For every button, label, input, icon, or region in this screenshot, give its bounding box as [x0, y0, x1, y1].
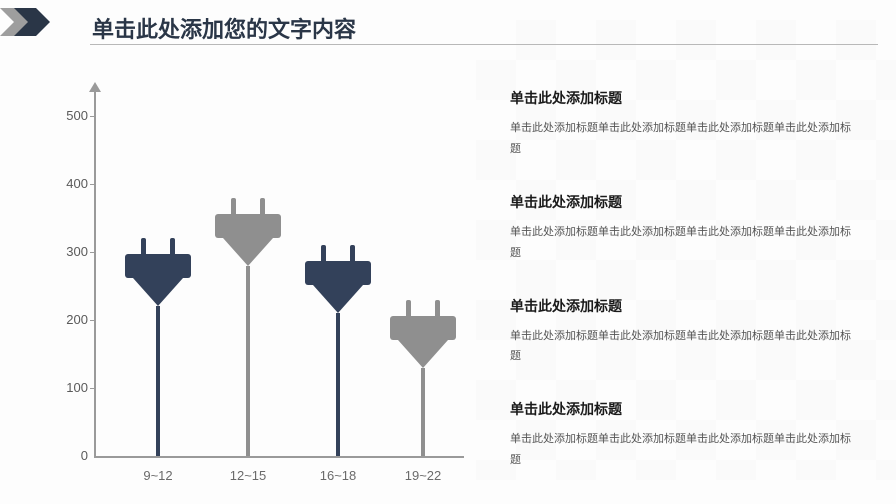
x-tick-label: 16~18 [320, 468, 357, 483]
section-body: 单击此处添加标题单击此处添加标题单击此处添加标题单击此处添加标题 [510, 429, 860, 471]
section-title: 单击此处添加标题 [510, 296, 860, 316]
y-tick-mark [90, 116, 96, 117]
plug-cord [156, 306, 160, 456]
x-axis [94, 456, 464, 458]
y-tick-label: 500 [48, 108, 88, 123]
plug-prong [435, 300, 440, 316]
x-tick-label: 19~22 [405, 468, 442, 483]
y-tick-mark [90, 388, 96, 389]
y-tick-label: 0 [48, 448, 88, 463]
x-tick-label: 9~12 [143, 468, 172, 483]
plug-prong [141, 238, 146, 254]
y-tick-label: 200 [48, 312, 88, 327]
text-sections: 单击此处添加标题单击此处添加标题单击此处添加标题单击此处添加标题单击此处添加标题… [510, 88, 860, 503]
section-title: 单击此处添加标题 [510, 399, 860, 419]
section-title: 单击此处添加标题 [510, 88, 860, 108]
section-body: 单击此处添加标题单击此处添加标题单击此处添加标题单击此处添加标题 [510, 222, 860, 264]
slide-header: 单击此处添加您的文字内容 [0, 0, 896, 48]
plug-bar-chart: 0 100 200 300 400 500 9~12 12~15 16~18 19~22 [48, 88, 468, 488]
slide-title: 单击此处添加您的文字内容 [92, 12, 356, 44]
text-block: 单击此处添加标题单击此处添加标题单击此处添加标题单击此处添加标题单击此处添加标题 [510, 296, 860, 368]
y-tick-label: 300 [48, 244, 88, 259]
plug-prong [170, 238, 175, 254]
plug-cord [421, 368, 425, 456]
plug-prong [321, 245, 326, 261]
y-tick-mark [90, 320, 96, 321]
y-tick-mark [90, 184, 96, 185]
plug-bar [305, 261, 371, 456]
header-arrow-icon [0, 6, 68, 43]
text-block: 单击此处添加标题单击此处添加标题单击此处添加标题单击此处添加标题单击此处添加标题 [510, 88, 860, 160]
y-tick-label: 400 [48, 176, 88, 191]
plug-cord [336, 313, 340, 456]
plug-bar [125, 254, 191, 456]
text-block: 单击此处添加标题单击此处添加标题单击此处添加标题单击此处添加标题单击此处添加标题 [510, 399, 860, 471]
plug-prong [350, 245, 355, 261]
plug-prong [231, 198, 236, 214]
header-divider [90, 44, 878, 45]
plug-prong [406, 300, 411, 316]
x-tick-label: 12~15 [230, 468, 267, 483]
text-block: 单击此处添加标题单击此处添加标题单击此处添加标题单击此处添加标题单击此处添加标题 [510, 192, 860, 264]
section-body: 单击此处添加标题单击此处添加标题单击此处添加标题单击此处添加标题 [510, 326, 860, 368]
y-tick-mark [90, 252, 96, 253]
section-title: 单击此处添加标题 [510, 192, 860, 212]
plug-prong [260, 198, 265, 214]
y-tick-label: 100 [48, 380, 88, 395]
section-body: 单击此处添加标题单击此处添加标题单击此处添加标题单击此处添加标题 [510, 118, 860, 160]
plug-bar [215, 214, 281, 456]
y-axis [94, 88, 96, 458]
plug-cord [246, 266, 250, 456]
plug-bar [390, 316, 456, 456]
